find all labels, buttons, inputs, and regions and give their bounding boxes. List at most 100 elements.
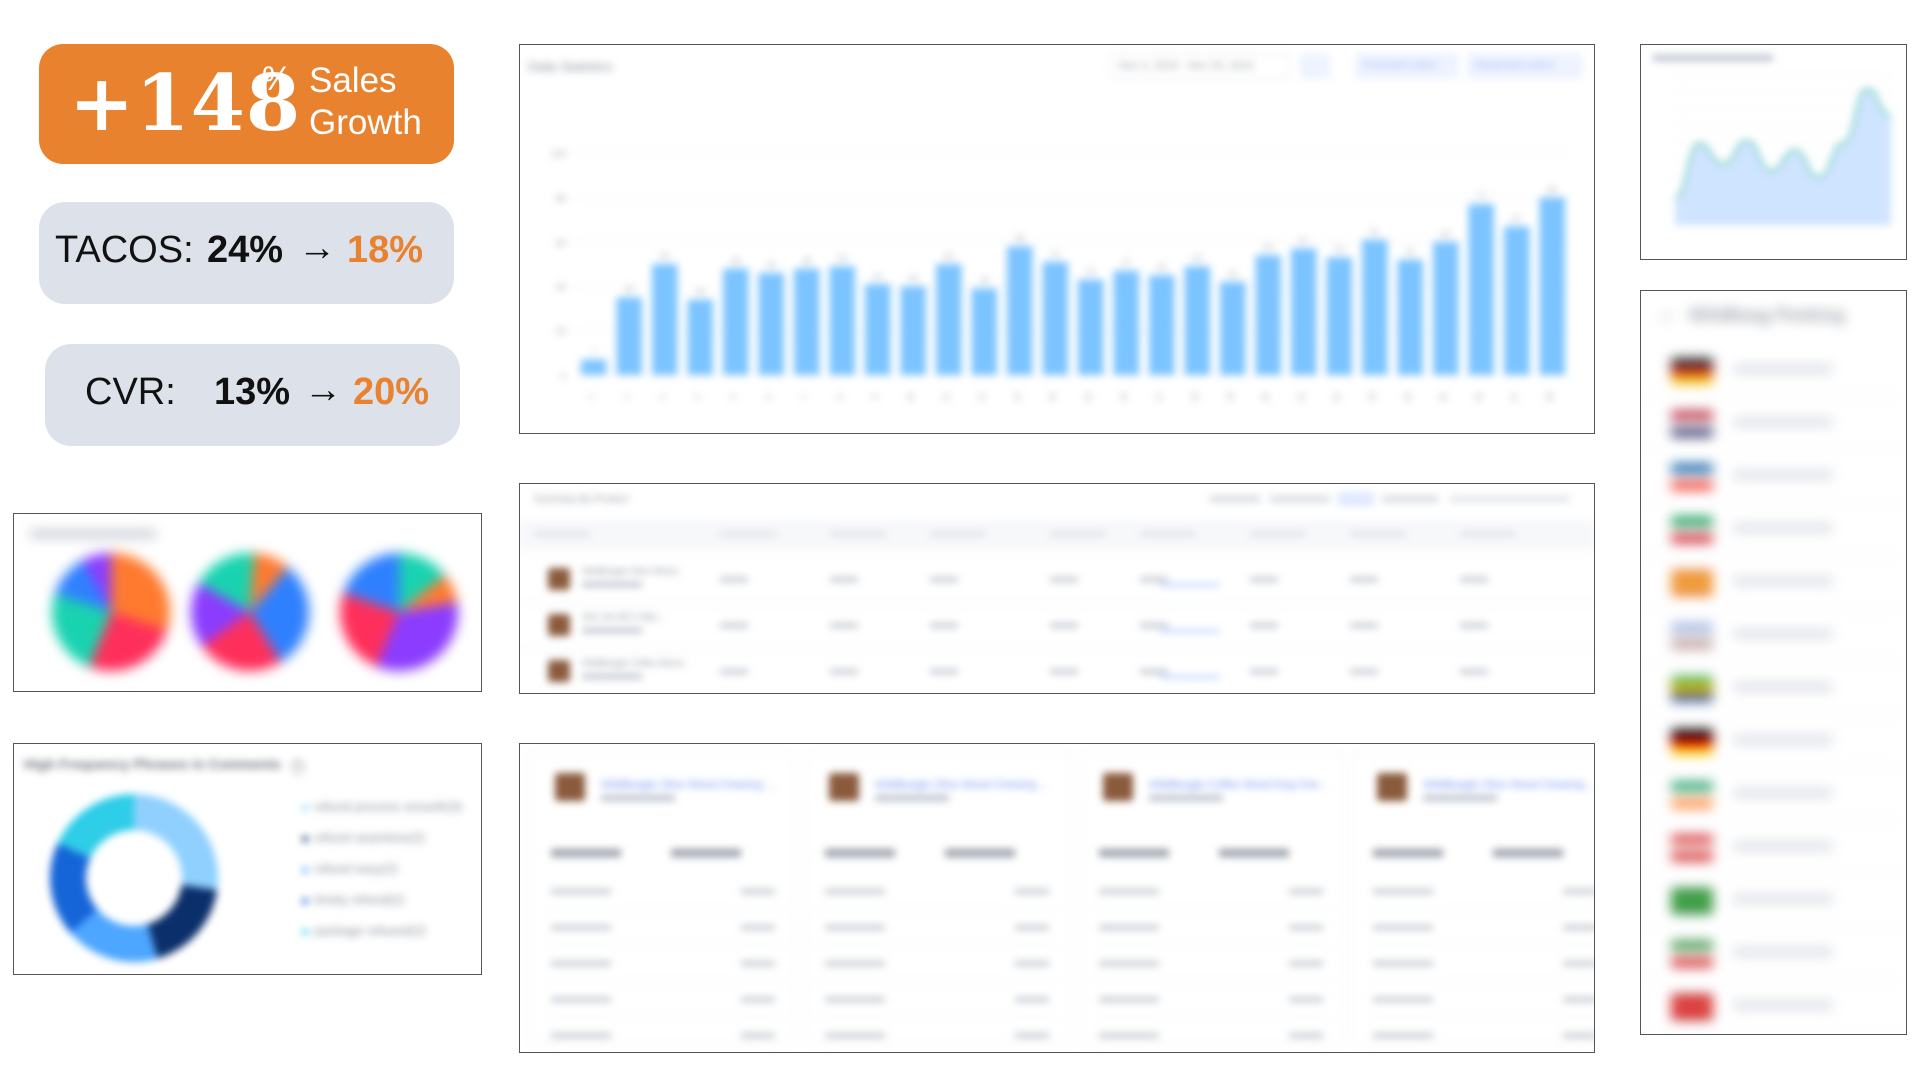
pie-slice [376, 601, 459, 671]
marketplace-item[interactable] [1641, 398, 1905, 450]
bar-value-label: 51 [1051, 250, 1060, 259]
marketplace-url [1733, 947, 1833, 957]
export-button[interactable] [1338, 492, 1374, 506]
promoted-orders-button[interactable]: Promoted orders [1355, 53, 1459, 79]
table-row[interactable]: WildBeagle Coffee Wood... [520, 650, 1594, 693]
column-header[interactable] [1250, 532, 1306, 536]
column-header[interactable] [1350, 532, 1406, 536]
column-header[interactable] [1140, 532, 1196, 536]
sparkline [1160, 664, 1220, 678]
bar [722, 268, 749, 375]
summary-table-header [520, 520, 1594, 550]
bar [580, 359, 607, 375]
metric-label [551, 889, 611, 894]
product-card[interactable]: WildBeagle Olive Wood Chewing ... [530, 754, 796, 1044]
marketplace-item[interactable] [1641, 981, 1905, 1033]
marketplace-item[interactable] [1641, 769, 1905, 821]
bar-value-label: 60 [1441, 230, 1450, 239]
bar-value-label: 39 [980, 276, 989, 285]
metric-right [1219, 849, 1289, 857]
bar [829, 266, 856, 375]
product-title-link[interactable]: WildBeagle Olive Wood Chewing ... [601, 779, 775, 791]
column-header[interactable] [720, 532, 776, 536]
marketplace-item[interactable] [1641, 504, 1905, 556]
metric-label [1099, 961, 1159, 966]
area-fill [1675, 88, 1891, 225]
marketplace-item[interactable] [1641, 610, 1905, 662]
metric-value [1015, 925, 1049, 930]
configuration-button[interactable] [1382, 496, 1438, 502]
bar [1113, 270, 1140, 375]
x-tick-label: 15 [1084, 392, 1093, 401]
column-header[interactable] [930, 532, 986, 536]
x-tick-label: 21 [1297, 392, 1306, 401]
product-card[interactable]: WildBeagle Olive Wood Chewing ... [804, 754, 1070, 1044]
bar-value-label: 50 [944, 252, 953, 261]
legend-item[interactable]: refund easy(2) [302, 861, 398, 876]
bar [1006, 246, 1033, 375]
cvr-to: 20% [353, 371, 430, 413]
marketplace-item[interactable] [1641, 663, 1905, 715]
product-card[interactable]: WildBeagle Coffee Wood Dog Che... [1078, 754, 1344, 1044]
marketplace-title: ⌂ WildBeag Peeking [1661, 305, 1845, 326]
column-header[interactable] [534, 532, 590, 536]
marketplace-item[interactable] [1641, 345, 1905, 397]
date-range-picker[interactable]: Nov 2, 2024 - Nov 29, 2024 [1110, 53, 1290, 79]
bar [1468, 204, 1495, 375]
donut-slice [50, 843, 98, 934]
daily-bar-chart: 0204060801007135250334448546648749841940… [551, 149, 1570, 401]
phrases-title-text: High Frequency Phrases in Comments [24, 756, 281, 772]
bar [900, 286, 927, 375]
bar-value-label: 7 [592, 347, 597, 356]
x-tick-label: 25 [1439, 392, 1448, 401]
column-header[interactable] [1460, 532, 1516, 536]
metric-label [1373, 1033, 1433, 1038]
requested-orders-button[interactable]: Requested orders [1467, 53, 1583, 79]
row-divider [1369, 981, 1594, 982]
marketplace-url [1733, 788, 1833, 798]
marketplace-url [1733, 364, 1833, 374]
x-tick-label: 8 [835, 394, 844, 399]
marketplace-item[interactable] [1641, 875, 1905, 927]
table-cell [720, 623, 748, 628]
bar-value-label: 61 [1370, 228, 1379, 237]
bar-value-label: 40 [909, 274, 918, 283]
calendar-icon[interactable] [1300, 53, 1330, 79]
table-row[interactable]: WildBeagle Olive Wood... [520, 558, 1594, 604]
marketplace-url [1733, 1000, 1833, 1010]
bar-value-label: 50 [660, 252, 669, 261]
table-cell [1350, 623, 1378, 628]
product-thumbnail [1377, 773, 1407, 801]
marketplace-item[interactable] [1641, 557, 1905, 609]
x-tick-label: 20 [1261, 392, 1270, 401]
bar-value-label: 48 [802, 256, 811, 265]
info-icon[interactable]: i [290, 760, 305, 774]
marketplace-item[interactable] [1641, 928, 1905, 980]
product-asin [601, 795, 675, 801]
column-header[interactable] [830, 532, 886, 536]
bar-value-label: 43 [1086, 268, 1095, 277]
product-asin [582, 582, 642, 587]
legend-item[interactable]: package refused(2) [302, 923, 426, 938]
product-title-link[interactable]: WildBeagle Olive Wood Chewing ... [875, 779, 1049, 791]
table-row[interactable]: SKU-36-4871 Wild... [520, 604, 1594, 650]
legend-item[interactable]: timely refund(2) [302, 892, 404, 907]
pie-slice [399, 575, 458, 612]
table-cell [1460, 669, 1488, 674]
legend-item[interactable]: refund seamless(2) [302, 830, 425, 845]
bar [1148, 275, 1175, 375]
metric-right [945, 849, 1015, 857]
x-tick-label: 9 [871, 394, 880, 399]
bar [793, 268, 820, 375]
marketplace-item[interactable] [1641, 822, 1905, 874]
column-header[interactable] [1050, 532, 1106, 536]
legend-item[interactable]: refund process smooth(3) [302, 799, 462, 814]
marketplace-item[interactable] [1641, 451, 1905, 503]
product-title-link[interactable]: WildBeagle Coffee Wood Dog Che... [1149, 779, 1328, 791]
product-thumbnail [555, 773, 585, 801]
bar-value-label: 35 [625, 285, 634, 294]
product-title-link[interactable]: WildBeagle Olive Wood Chewing ... [1423, 779, 1595, 791]
marketplace-item[interactable] [1641, 716, 1905, 768]
product-card[interactable]: WildBeagle Olive Wood Chewing ... [1352, 754, 1595, 1044]
cvr-card: CVR: 13% → 20% [45, 344, 460, 446]
